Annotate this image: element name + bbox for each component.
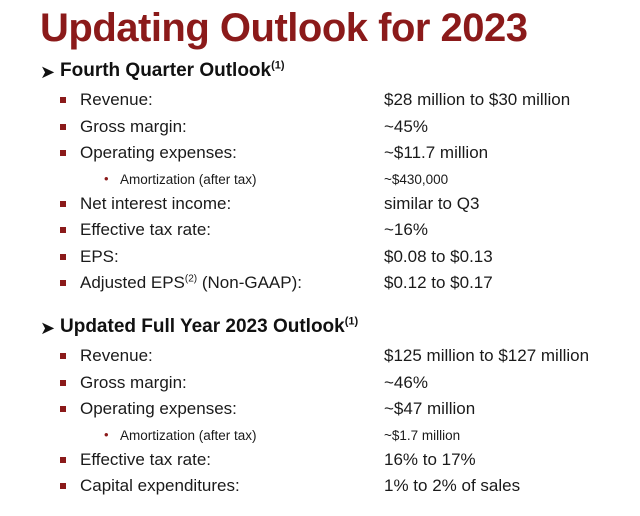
- item-label: Amortization (after tax): [120, 171, 257, 187]
- list-item: Revenue: $125 million to $127 million: [40, 344, 630, 371]
- section-header: ➤ Fourth Quarter Outlook(1): [40, 60, 630, 88]
- square-bullet-icon: [60, 353, 66, 359]
- item-value: $125 million to $127 million: [384, 346, 590, 365]
- arrow-bullet-icon: ➤: [40, 62, 56, 82]
- square-bullet-icon: [60, 97, 66, 103]
- full-year-outlook-section: ➤ Updated Full Year 2023 Outlook(1) Reve…: [40, 316, 630, 501]
- item-value: ~$430,000: [384, 171, 449, 187]
- item-value: similar to Q3: [384, 193, 480, 213]
- section-title: Updated Full Year 2023 Outlook: [60, 316, 345, 337]
- item-label: Capital expenditures:: [80, 476, 240, 495]
- square-bullet-icon: [60, 456, 66, 463]
- item-value: 1% to 2% of sales: [384, 476, 521, 495]
- list-item: Gross margin: ~45%: [40, 115, 630, 142]
- arrow-bullet-icon: ➤: [40, 318, 56, 338]
- item-label: Adjusted EPS(2) (Non-GAAP):: [80, 273, 302, 292]
- dot-bullet-icon: •: [104, 426, 109, 442]
- item-value: ~46%: [384, 372, 428, 392]
- square-bullet-icon: [60, 483, 66, 489]
- square-bullet-icon: [60, 200, 66, 207]
- list-item: Gross margin: ~46%: [40, 371, 630, 398]
- sub-list-item: • Amortization (after tax) ~$1.7 million: [40, 424, 630, 448]
- square-bullet-icon: [60, 253, 66, 260]
- fourth-quarter-outlook-section: ➤ Fourth Quarter Outlook(1) Revenue: $28…: [40, 60, 630, 298]
- item-label: Gross margin:: [80, 372, 187, 392]
- section-header: ➤ Updated Full Year 2023 Outlook(1): [40, 316, 630, 344]
- item-value: ~$47 million: [384, 399, 476, 418]
- square-bullet-icon: [60, 150, 66, 156]
- item-value: $28 million to $30 million: [384, 90, 571, 109]
- item-value: $0.08 to $0.13: [384, 246, 493, 266]
- list-item: EPS: $0.08 to $0.13: [40, 245, 630, 272]
- item-label: EPS:: [80, 246, 119, 266]
- item-label: Operating expenses:: [80, 143, 237, 162]
- list-item: Net interest income: similar to Q3: [40, 192, 630, 219]
- square-bullet-icon: [60, 227, 66, 233]
- list-item: Revenue: $28 million to $30 million: [40, 88, 630, 115]
- item-label: Revenue:: [80, 346, 153, 365]
- list-item: Effective tax rate: 16% to 17%: [40, 448, 630, 475]
- footnote-ref: (1): [344, 315, 359, 328]
- item-value: ~$11.7 million: [384, 143, 489, 162]
- item-value: ~16%: [384, 220, 428, 239]
- list-item: Operating expenses: ~$11.7 million: [40, 141, 630, 168]
- list-item: Effective tax rate: ~16%: [40, 218, 630, 245]
- list-item: Capital expenditures: 1% to 2% of sales: [40, 474, 630, 501]
- dot-bullet-icon: •: [104, 170, 109, 186]
- page-title: Updating Outlook for 2023: [40, 6, 528, 50]
- item-label: Net interest income:: [80, 193, 232, 213]
- item-label: Effective tax rate:: [80, 220, 212, 239]
- item-label: Revenue:: [80, 90, 153, 109]
- item-value: ~$1.7 million: [384, 427, 461, 443]
- item-label: Gross margin:: [80, 116, 187, 136]
- square-bullet-icon: [60, 123, 66, 130]
- section-title: Fourth Quarter Outlook: [60, 60, 272, 81]
- square-bullet-icon: [60, 280, 66, 286]
- item-value: $0.12 to $0.17: [384, 273, 493, 292]
- item-label: Operating expenses:: [80, 399, 237, 418]
- footnote-ref: (1): [271, 59, 285, 72]
- list-item: Operating expenses: ~$47 million: [40, 397, 630, 424]
- item-label: Amortization (after tax): [120, 427, 257, 443]
- square-bullet-icon: [60, 406, 66, 412]
- item-label: Effective tax rate:: [80, 449, 212, 469]
- footnote-ref: (2): [184, 273, 198, 285]
- list-item: Adjusted EPS(2) (Non-GAAP): $0.12 to $0.…: [40, 271, 630, 298]
- sub-list-item: • Amortization (after tax) ~$430,000: [40, 168, 630, 192]
- item-value: ~45%: [384, 116, 428, 136]
- square-bullet-icon: [60, 379, 66, 386]
- item-value: 16% to 17%: [384, 449, 476, 469]
